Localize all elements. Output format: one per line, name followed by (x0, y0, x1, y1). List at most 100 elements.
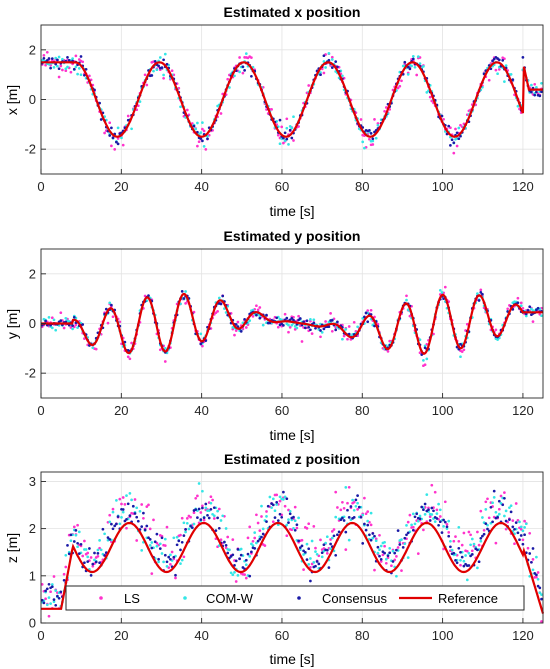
data-point-consensus (160, 66, 164, 69)
data-point-consensus (327, 58, 331, 62)
data-point-comw (49, 602, 52, 605)
data-point-consensus (491, 59, 494, 63)
data-point-consensus (305, 558, 309, 561)
data-point-consensus (197, 507, 201, 511)
data-point-ls (368, 137, 371, 141)
data-point-comw (440, 291, 444, 294)
data-point-consensus (285, 316, 289, 320)
data-point-comw (192, 522, 196, 526)
data-point-consensus (290, 136, 294, 140)
data-point-ls (330, 329, 334, 333)
x-tick-label: 100 (432, 179, 454, 194)
data-point-comw (56, 64, 59, 68)
data-point-comw (356, 325, 359, 329)
data-point-ls (106, 321, 110, 325)
data-point-consensus (224, 543, 228, 547)
data-point-consensus (229, 555, 233, 558)
data-point-ls (209, 495, 213, 499)
data-point-ls (147, 503, 150, 507)
data-point-consensus (287, 521, 290, 524)
data-point-ls (126, 355, 130, 359)
data-point-comw (169, 553, 172, 557)
data-point-ls (236, 320, 240, 324)
data-point-consensus (477, 560, 481, 564)
data-point-ls (251, 539, 255, 543)
data-point-consensus (393, 551, 397, 555)
data-point-comw (435, 512, 439, 515)
data-point-consensus (238, 557, 241, 561)
data-point-comw (423, 513, 427, 516)
data-point-consensus (217, 526, 221, 530)
data-point-consensus (282, 324, 285, 327)
data-point-ls (251, 315, 255, 318)
y-tick-label: -2 (24, 366, 36, 381)
data-point-consensus (325, 548, 329, 552)
data-point-comw (334, 515, 338, 519)
data-point-comw (530, 83, 533, 87)
data-point-consensus (309, 328, 312, 332)
data-point-comw (536, 577, 540, 581)
data-point-ls (64, 69, 68, 73)
data-point-comw (125, 494, 128, 497)
data-point-consensus (403, 536, 407, 540)
data-point-comw (469, 543, 472, 547)
data-point-ls (449, 126, 452, 130)
data-point-ls (347, 485, 351, 489)
data-point-consensus (241, 65, 245, 69)
data-point-consensus (204, 502, 208, 506)
data-point-consensus (258, 316, 262, 320)
data-point-comw (121, 510, 125, 514)
data-point-comw (108, 301, 112, 305)
data-point-consensus (330, 66, 334, 69)
data-point-consensus (538, 94, 542, 98)
data-point-ls (408, 314, 412, 318)
data-point-consensus (206, 137, 209, 141)
data-point-ls (246, 536, 250, 540)
data-point-ls (494, 541, 498, 545)
data-point-comw (450, 548, 454, 552)
data-point-ls (163, 544, 167, 547)
data-point-ls (533, 82, 537, 86)
data-point-comw (437, 502, 440, 506)
data-point-ls (234, 329, 238, 332)
data-point-ls (460, 543, 464, 547)
data-point-ls (476, 530, 479, 534)
data-point-ls (201, 504, 204, 508)
data-point-comw (54, 328, 58, 332)
data-point-consensus (379, 558, 383, 561)
data-point-comw (128, 492, 132, 495)
data-point-ls (211, 498, 214, 502)
data-point-consensus (535, 308, 538, 312)
data-point-ls (366, 309, 370, 312)
data-point-comw (158, 56, 162, 59)
data-point-consensus (489, 505, 493, 509)
data-point-consensus (207, 516, 211, 520)
data-point-ls (256, 308, 260, 312)
data-point-consensus (457, 546, 461, 550)
data-point-consensus (180, 540, 184, 544)
data-point-ls (454, 535, 457, 538)
data-point-comw (244, 563, 248, 567)
data-point-consensus (481, 292, 484, 296)
x-tick-label: 120 (512, 179, 534, 194)
data-point-comw (503, 80, 506, 83)
data-point-consensus (283, 131, 287, 135)
x-tick-label: 80 (355, 403, 369, 418)
data-point-comw (138, 509, 142, 513)
data-point-comw (519, 525, 523, 529)
data-point-ls (400, 569, 403, 572)
reference-line (41, 292, 543, 355)
data-point-consensus (330, 319, 334, 322)
data-point-consensus (148, 538, 152, 541)
data-point-ls (74, 54, 78, 58)
data-point-comw (376, 551, 380, 555)
data-point-consensus (305, 319, 309, 323)
data-point-comw (384, 557, 388, 561)
data-point-comw (476, 566, 479, 570)
data-point-comw (504, 64, 508, 67)
data-point-ls (396, 546, 400, 549)
data-point-ls (395, 555, 398, 558)
x-axis-label: time [s] (269, 203, 314, 219)
data-point-ls (415, 73, 419, 77)
data-point-comw (309, 557, 312, 560)
